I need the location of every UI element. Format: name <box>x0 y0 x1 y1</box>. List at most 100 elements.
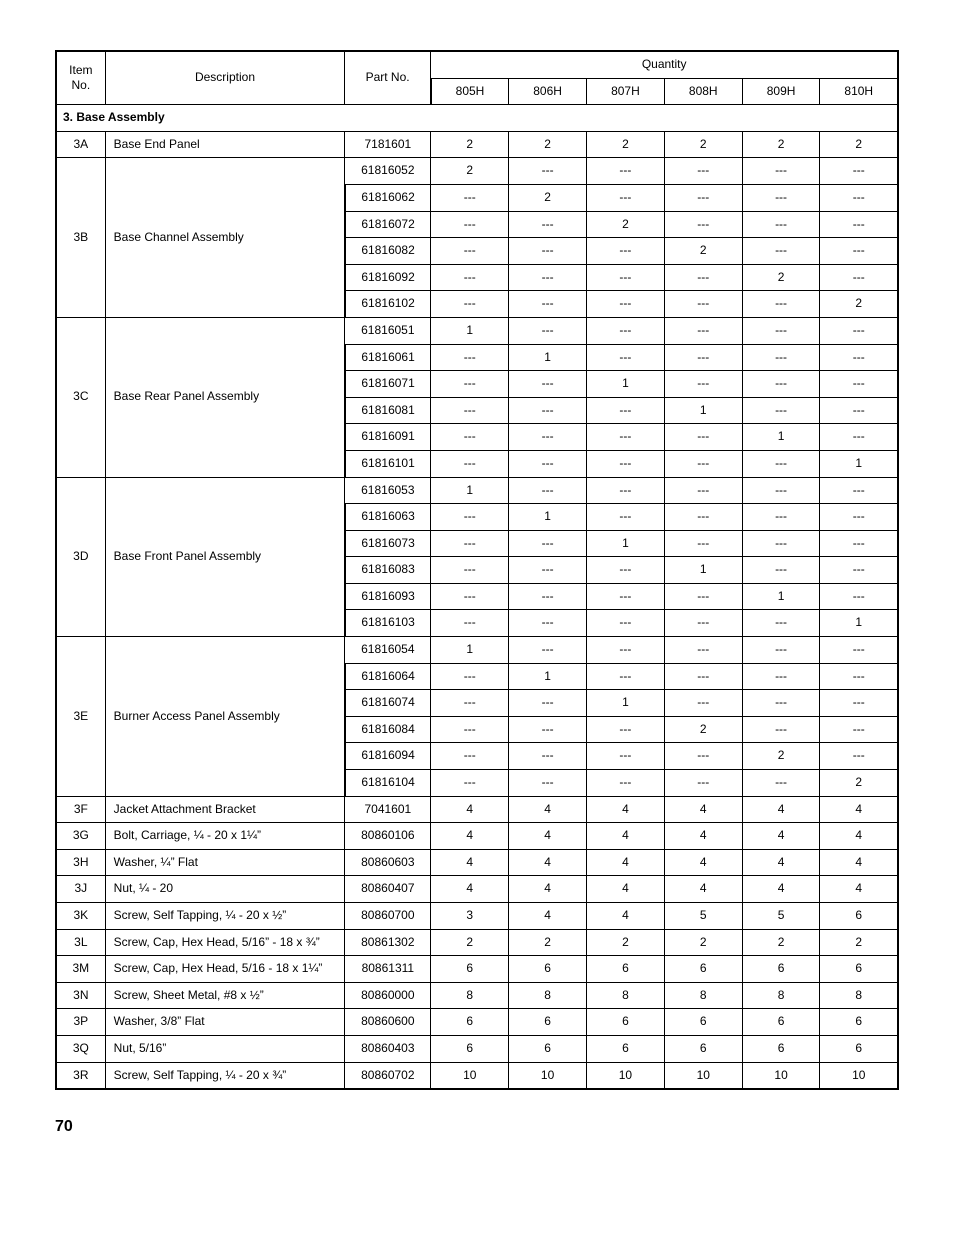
part-no-cell: 61816071 <box>345 371 431 398</box>
table-row: 3CBase Rear Panel Assembly618160511-----… <box>56 317 898 344</box>
quantity-cell: 4 <box>664 876 742 903</box>
description-cell: Base Rear Panel Assembly <box>105 317 345 477</box>
quantity-cell: --- <box>431 264 509 291</box>
part-no-cell: 61816063 <box>345 504 431 531</box>
quantity-cell: --- <box>820 583 898 610</box>
table-row: 3ABase End Panel7181601222222 <box>56 131 898 158</box>
hdr-model: 810H <box>820 78 898 105</box>
quantity-cell: --- <box>509 716 587 743</box>
quantity-cell: 4 <box>820 876 898 903</box>
quantity-cell: 8 <box>664 982 742 1009</box>
quantity-cell: --- <box>431 770 509 797</box>
quantity-cell: --- <box>431 397 509 424</box>
part-no-cell: 61816082 <box>345 238 431 265</box>
quantity-cell: 10 <box>587 1062 665 1089</box>
quantity-cell: --- <box>664 504 742 531</box>
item-no-cell: 3A <box>56 131 105 158</box>
quantity-cell: --- <box>509 477 587 504</box>
quantity-cell: --- <box>587 317 665 344</box>
quantity-cell: --- <box>431 557 509 584</box>
description-cell: Washer, 3/8” Flat <box>105 1009 345 1036</box>
section-row: 3. Base Assembly <box>56 105 898 132</box>
table-row: 3GBolt, Carriage, ¼ - 20 x 1¼”8086010644… <box>56 823 898 850</box>
quantity-cell: --- <box>587 158 665 185</box>
table-row: 3MScrew, Cap, Hex Head, 5/16 - 18 x 1¼”8… <box>56 956 898 983</box>
part-no-cell: 61816104 <box>345 770 431 797</box>
item-no-cell: 3J <box>56 876 105 903</box>
hdr-model: 808H <box>664 78 742 105</box>
quantity-cell: --- <box>742 716 820 743</box>
description-cell: Jacket Attachment Bracket <box>105 796 345 823</box>
quantity-cell: 2 <box>820 929 898 956</box>
part-no-cell: 80860702 <box>345 1062 431 1089</box>
quantity-cell: --- <box>664 530 742 557</box>
quantity-cell: --- <box>664 264 742 291</box>
quantity-cell: --- <box>820 743 898 770</box>
quantity-cell: 4 <box>587 796 665 823</box>
parts-table: Item No. Description Part No. Quantity 8… <box>55 50 899 1090</box>
quantity-cell: 2 <box>587 929 665 956</box>
quantity-cell: 6 <box>664 1009 742 1036</box>
quantity-cell: 4 <box>820 849 898 876</box>
quantity-cell: 6 <box>664 956 742 983</box>
description-cell: Screw, Sheet Metal, #8 x ½” <box>105 982 345 1009</box>
part-no-cell: 61816073 <box>345 530 431 557</box>
quantity-cell: 6 <box>431 956 509 983</box>
item-no-cell: 3K <box>56 903 105 930</box>
quantity-cell: --- <box>742 397 820 424</box>
quantity-cell: --- <box>587 397 665 424</box>
quantity-cell: 2 <box>664 716 742 743</box>
table-row: 3RScrew, Self Tapping, ¼ - 20 x ¾”808607… <box>56 1062 898 1089</box>
quantity-cell: 3 <box>431 903 509 930</box>
quantity-cell: --- <box>742 504 820 531</box>
part-no-cell: 61816061 <box>345 344 431 371</box>
quantity-cell: 1 <box>664 397 742 424</box>
part-no-cell: 61816103 <box>345 610 431 637</box>
quantity-cell: --- <box>664 158 742 185</box>
quantity-cell: --- <box>587 184 665 211</box>
quantity-cell: --- <box>664 424 742 451</box>
description-cell: Base Channel Assembly <box>105 158 345 318</box>
part-no-cell: 7041601 <box>345 796 431 823</box>
hdr-model: 806H <box>509 78 587 105</box>
quantity-cell: 1 <box>820 450 898 477</box>
table-row: 3QNut, 5/16”80860403666666 <box>56 1035 898 1062</box>
quantity-cell: 2 <box>742 929 820 956</box>
table-row: 3HWasher, ¼” Flat80860603444444 <box>56 849 898 876</box>
part-no-cell: 61816084 <box>345 716 431 743</box>
quantity-cell: 4 <box>664 823 742 850</box>
quantity-cell: --- <box>820 264 898 291</box>
part-no-cell: 61816083 <box>345 557 431 584</box>
item-no-cell: 3B <box>56 158 105 318</box>
description-cell: Nut, 5/16” <box>105 1035 345 1062</box>
quantity-cell: 4 <box>431 849 509 876</box>
quantity-cell: 8 <box>742 982 820 1009</box>
quantity-cell: --- <box>509 424 587 451</box>
quantity-cell: --- <box>742 477 820 504</box>
quantity-cell: 2 <box>664 131 742 158</box>
quantity-cell: --- <box>820 158 898 185</box>
quantity-cell: 6 <box>742 1009 820 1036</box>
quantity-cell: 1 <box>431 477 509 504</box>
quantity-cell: --- <box>820 424 898 451</box>
quantity-cell: --- <box>431 238 509 265</box>
quantity-cell: --- <box>820 344 898 371</box>
part-no-cell: 80860000 <box>345 982 431 1009</box>
part-no-cell: 61816091 <box>345 424 431 451</box>
quantity-cell: --- <box>742 450 820 477</box>
quantity-cell: 6 <box>820 956 898 983</box>
quantity-cell: --- <box>431 424 509 451</box>
table-row: 3NScrew, Sheet Metal, #8 x ½”80860000888… <box>56 982 898 1009</box>
item-no-cell: 3N <box>56 982 105 1009</box>
part-no-cell: 80860403 <box>345 1035 431 1062</box>
quantity-cell: 6 <box>587 1035 665 1062</box>
item-no-cell: 3F <box>56 796 105 823</box>
table-row: 3JNut, ¼ - 2080860407444444 <box>56 876 898 903</box>
quantity-cell: --- <box>664 770 742 797</box>
quantity-cell: --- <box>587 770 665 797</box>
item-no-cell: 3G <box>56 823 105 850</box>
quantity-cell: 2 <box>820 770 898 797</box>
quantity-cell: --- <box>587 637 665 664</box>
quantity-cell: 6 <box>431 1035 509 1062</box>
quantity-cell: --- <box>587 264 665 291</box>
